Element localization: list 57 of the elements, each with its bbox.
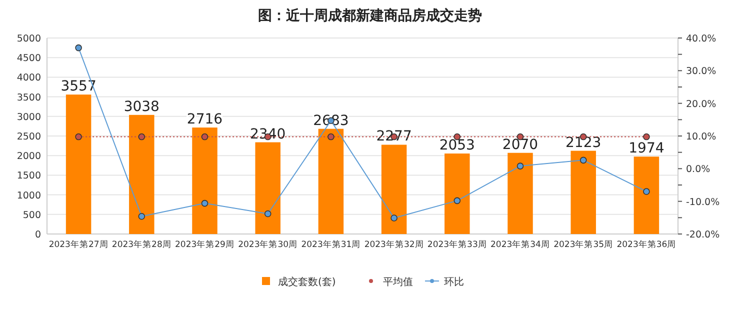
data-label: 2123: [566, 134, 602, 151]
point: [138, 212, 146, 220]
x-tick-label: 2023年第30周: [238, 239, 298, 250]
point: [201, 200, 208, 207]
y-tick-label: 0: [34, 230, 41, 240]
bar: [570, 150, 596, 234]
data-label: 2716: [186, 112, 223, 128]
point: [516, 162, 524, 170]
data-label: 2070: [502, 136, 538, 153]
legend-label: 环比: [444, 276, 464, 288]
point: [75, 44, 82, 52]
y-tick-label: 3000: [16, 112, 41, 123]
bar: [129, 114, 154, 234]
data-label: 2053: [439, 138, 475, 154]
y-tick-label: 500: [22, 210, 41, 221]
bar: [255, 142, 280, 234]
y2-tick-label: 0.0%: [686, 164, 710, 176]
chart-title: 图：近十周成都新建商品房成交走势: [258, 7, 482, 24]
x-tick-label: 2023年第36周: [616, 239, 676, 250]
y2-tick-label: 10.0%: [686, 132, 716, 142]
x-tick-label: 2023年第34周: [490, 239, 550, 250]
legend-label: 成交套数(套): [278, 276, 336, 288]
y-tick-label: 2000: [16, 151, 41, 162]
y2-tick-label: 40.0%: [686, 34, 716, 44]
point: [264, 210, 272, 218]
data-label: 3038: [124, 98, 160, 115]
bar: [318, 128, 344, 234]
bar: [634, 156, 660, 234]
point: [580, 156, 587, 164]
bar: [66, 94, 92, 234]
x-tick-label: 2023年第32周: [364, 239, 424, 250]
data-label: 1974: [628, 140, 664, 157]
y2-tick-label: -10.0%: [686, 196, 720, 208]
bar: [192, 128, 218, 234]
y2-tick-label: -20.0%: [686, 230, 720, 240]
bar: [508, 152, 533, 234]
x-tick-label: 2023年第33周: [427, 239, 487, 250]
legend-label: 平均值: [383, 276, 413, 288]
y-tick-label: 1000: [16, 190, 41, 202]
point: [643, 188, 650, 195]
y-tick-label: 1500: [16, 170, 41, 182]
x-tick-label: 2023年第35周: [554, 239, 614, 250]
x-tick-label: 2023年第29周: [175, 239, 234, 250]
x-tick-label: 2023年第28周: [112, 239, 172, 250]
y-tick-label: 3500: [16, 92, 41, 104]
y2-tick-label: 20.0%: [686, 98, 716, 110]
bar: [444, 154, 470, 234]
x-tick-label: 2023年第31周: [301, 239, 361, 250]
y-tick-label: 4500: [16, 53, 41, 64]
y-tick-label: 2500: [16, 132, 41, 142]
x-tick-label: 2023年第27周: [48, 239, 108, 250]
y2-tick-label: 30.0%: [686, 66, 716, 78]
y-tick-label: 5000: [16, 34, 41, 44]
point: [454, 197, 461, 204]
y-tick-label: 4000: [16, 72, 41, 84]
bar: [381, 144, 407, 234]
point: [390, 214, 398, 222]
